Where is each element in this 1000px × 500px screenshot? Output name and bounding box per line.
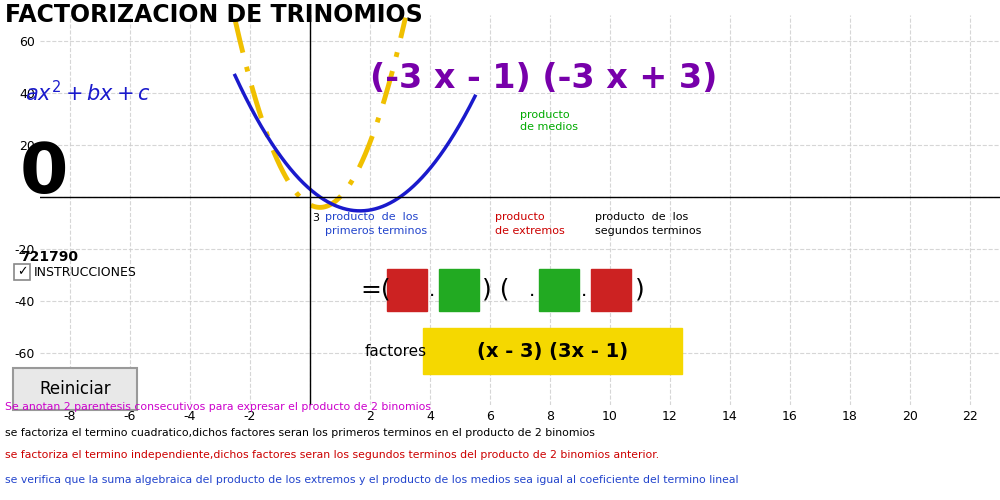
FancyBboxPatch shape	[387, 269, 427, 311]
Text: producto  de  los
primeros terminos: producto de los primeros terminos	[325, 212, 427, 236]
Text: producto
de medios: producto de medios	[520, 110, 578, 132]
FancyBboxPatch shape	[539, 269, 579, 311]
Text: (-3 x - 1) (-3 x + 3): (-3 x - 1) (-3 x + 3)	[370, 62, 717, 96]
FancyBboxPatch shape	[14, 264, 30, 280]
Text: (x - 3) (3x - 1): (x - 3) (3x - 1)	[477, 342, 628, 360]
Text: Reiniciar: Reiniciar	[39, 380, 111, 398]
FancyBboxPatch shape	[423, 328, 682, 374]
Text: producto
de extremos: producto de extremos	[495, 212, 565, 236]
Text: Se anotan 2 parentesis consecutivos para expresar el producto de 2 binomios: Se anotan 2 parentesis consecutivos para…	[5, 402, 431, 412]
Text: FACTORIZACION DE TRINOMIOS: FACTORIZACION DE TRINOMIOS	[5, 2, 423, 26]
Text: =(: =(	[360, 278, 391, 302]
Text: ): )	[635, 278, 645, 302]
Text: 0: 0	[20, 140, 68, 207]
FancyBboxPatch shape	[439, 269, 479, 311]
Text: se factoriza el termino cuadratico,dichos factores seran los primeros terminos e: se factoriza el termino cuadratico,dicho…	[5, 428, 595, 438]
Text: ✓: ✓	[17, 266, 27, 278]
Text: se factoriza el termino independiente,dichos factores seran los segundos termino: se factoriza el termino independiente,di…	[5, 450, 659, 460]
Text: .: .	[581, 280, 587, 299]
Text: INSTRUCCIONES: INSTRUCCIONES	[34, 266, 137, 278]
Text: 721790: 721790	[20, 250, 78, 264]
Text: $ax^2 + bx + c$: $ax^2 + bx + c$	[25, 80, 151, 105]
Text: .: .	[429, 280, 435, 299]
Text: ) (: ) (	[482, 278, 510, 302]
Text: producto  de  los
segundos terminos: producto de los segundos terminos	[595, 212, 701, 236]
Text: se verifica que la suma algebraica del producto de los extremos y el producto de: se verifica que la suma algebraica del p…	[5, 475, 738, 485]
Text: .: .	[529, 280, 535, 299]
FancyBboxPatch shape	[591, 269, 631, 311]
FancyBboxPatch shape	[13, 368, 137, 410]
Text: factores: factores	[365, 344, 427, 358]
Text: 3: 3	[312, 212, 319, 222]
